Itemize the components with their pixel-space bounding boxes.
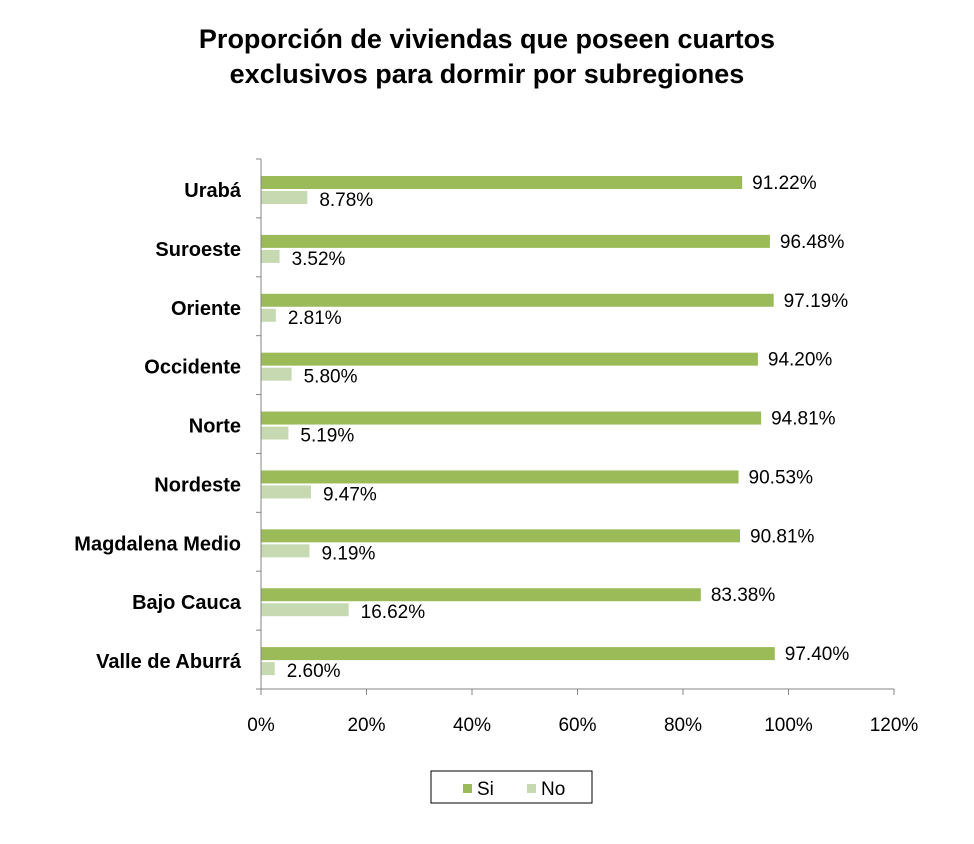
chart-title: Proporción de viviendas que poseen cuart… xyxy=(0,22,974,92)
legend-swatch-no xyxy=(527,784,536,793)
category-label-oriente: Oriente xyxy=(171,298,241,320)
bar-si-nordeste xyxy=(261,470,739,484)
bar-si-bajo-cauca xyxy=(261,588,701,602)
category-label-urab-: Urabá xyxy=(184,180,242,202)
data-label-si-oriente: 97.19% xyxy=(784,291,849,312)
data-label-no-magdalena-medio: 9.19% xyxy=(321,543,375,564)
x-tick-label-60: 60% xyxy=(558,715,596,736)
axes-group: 0% 20% 40% 60% 80% 100% 120% xyxy=(247,158,919,736)
data-label-no-bajo-cauca: 16.62% xyxy=(361,602,426,623)
bar-no-occidente xyxy=(261,367,292,381)
category-label-magdalena-medio: Magdalena Medio xyxy=(74,533,241,555)
bar-si-valle-de-aburr- xyxy=(261,647,775,661)
data-label-no-oriente: 2.81% xyxy=(288,308,342,329)
data-label-si-bajo-cauca: 83.38% xyxy=(711,585,776,606)
legend-label-si: Si xyxy=(477,779,494,800)
bar-no-urab- xyxy=(261,191,308,204)
bar-si-norte xyxy=(261,411,762,425)
category-label-bajo-cauca: Bajo Cauca xyxy=(132,592,242,614)
x-tick-label-120: 120% xyxy=(870,715,919,736)
x-tick-label-100: 100% xyxy=(764,715,813,736)
bar-si-oriente xyxy=(261,293,774,307)
data-label-no-occidente: 5.80% xyxy=(304,367,358,388)
data-label-si-suroeste: 96.48% xyxy=(780,232,845,253)
bar-si-magdalena-medio xyxy=(261,529,741,543)
category-label-occidente: Occidente xyxy=(144,357,241,379)
data-label-si-valle-de-aburr-: 97.40% xyxy=(785,644,850,665)
bar-si-urab- xyxy=(261,176,743,189)
x-tick-label-80: 80% xyxy=(664,715,702,736)
bar-no-norte xyxy=(261,426,289,440)
bar-no-valle-de-aburr- xyxy=(261,662,275,676)
data-label-no-valle-de-aburr-: 2.60% xyxy=(287,661,341,682)
category-label-suroeste: Suroeste xyxy=(155,239,241,261)
bar-no-bajo-cauca xyxy=(261,603,349,617)
category-label-nordeste: Nordeste xyxy=(154,474,241,496)
data-label-si-urab-: 91.22% xyxy=(752,173,817,194)
category-label-valle-de-aburr-: Valle de Aburrá xyxy=(96,651,242,673)
x-tick-label-20: 20% xyxy=(347,715,385,736)
x-tick-label-0: 0% xyxy=(247,715,275,736)
data-label-no-urab-: 8.78% xyxy=(319,190,373,211)
legend-label-no: No xyxy=(541,779,565,800)
chart-title-line-2: exclusivos para dormir por subregiones xyxy=(229,59,745,89)
data-label-no-suroeste: 3.52% xyxy=(292,249,346,270)
data-label-si-magdalena-medio: 90.81% xyxy=(750,526,815,547)
x-tick-label-40: 40% xyxy=(453,715,491,736)
chart-title-line-1: Proporción de viviendas que poseen cuart… xyxy=(198,24,776,54)
category-label-norte: Norte xyxy=(189,416,241,438)
bar-no-magdalena-medio xyxy=(261,544,310,558)
bar-no-nordeste xyxy=(261,485,311,499)
bar-si-occidente xyxy=(261,352,758,366)
bar-si-suroeste xyxy=(261,234,770,248)
labels-group: 91.22% 8.78% Urabá 96.48% 3.52% Suroeste 97.19… xyxy=(74,173,849,682)
bars-group xyxy=(261,176,775,676)
legend-box xyxy=(430,770,593,804)
bar-no-suroeste xyxy=(261,249,280,263)
legend-swatch-si xyxy=(463,784,472,793)
bar-no-oriente xyxy=(261,308,276,322)
data-label-si-norte: 94.81% xyxy=(771,409,836,430)
legend: Si No xyxy=(430,770,593,804)
data-label-si-occidente: 94.20% xyxy=(768,350,833,371)
data-label-no-nordeste: 9.47% xyxy=(323,484,377,505)
data-label-si-nordeste: 90.53% xyxy=(749,467,814,488)
data-label-no-norte: 5.19% xyxy=(300,426,354,447)
